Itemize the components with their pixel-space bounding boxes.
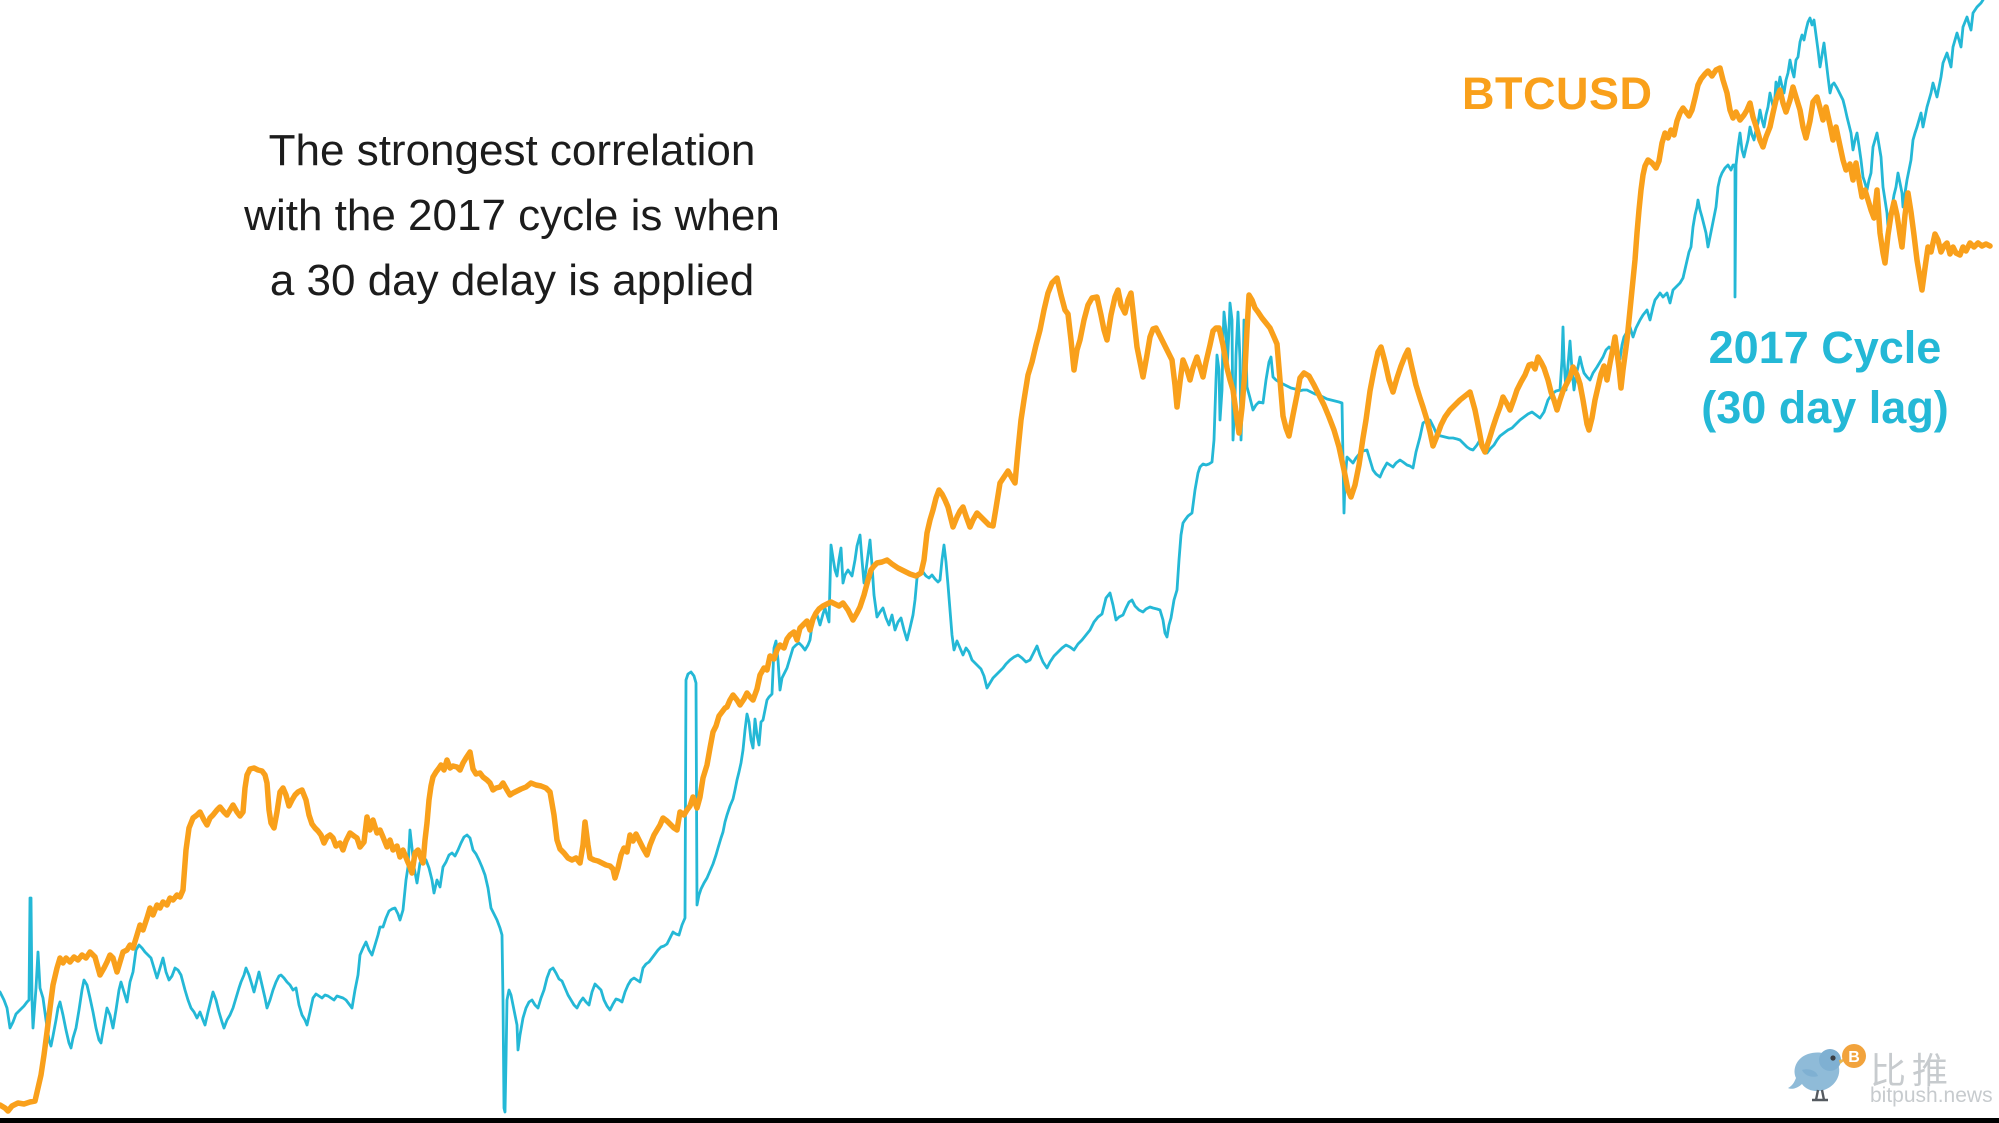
cycle-series-label: 2017 Cycle (30 day lag): [1630, 318, 1999, 438]
bitpush-logo: B: [1788, 1044, 1866, 1102]
annotation-text: The strongest correlation with the 2017 …: [242, 118, 782, 313]
bitcoin-icon: B: [1842, 1044, 1866, 1068]
bottom-border: [0, 1118, 1999, 1123]
annotation-line-2: with the 2017 cycle is when: [244, 191, 780, 241]
btcusd-series-label: BTCUSD: [1462, 68, 1653, 119]
bird-icon: [1788, 1049, 1848, 1102]
annotation-line-3: a 30 day delay is applied: [269, 256, 755, 306]
bitpush-watermark: B 比推 bitpush.news: [1782, 1040, 1993, 1112]
svg-text:B: B: [1848, 1049, 1860, 1066]
watermark-brand-cn: 比推: [1870, 1050, 1955, 1091]
btcusd-line: [0, 65, 1993, 1114]
cycle-label-line-2: (30 day lag): [1701, 381, 1949, 433]
watermark-brand-domain: bitpush.news: [1870, 1084, 1993, 1107]
annotation-line-1: The strongest correlation: [268, 126, 756, 175]
cycle-label-line-1: 2017 Cycle: [1708, 322, 1942, 373]
